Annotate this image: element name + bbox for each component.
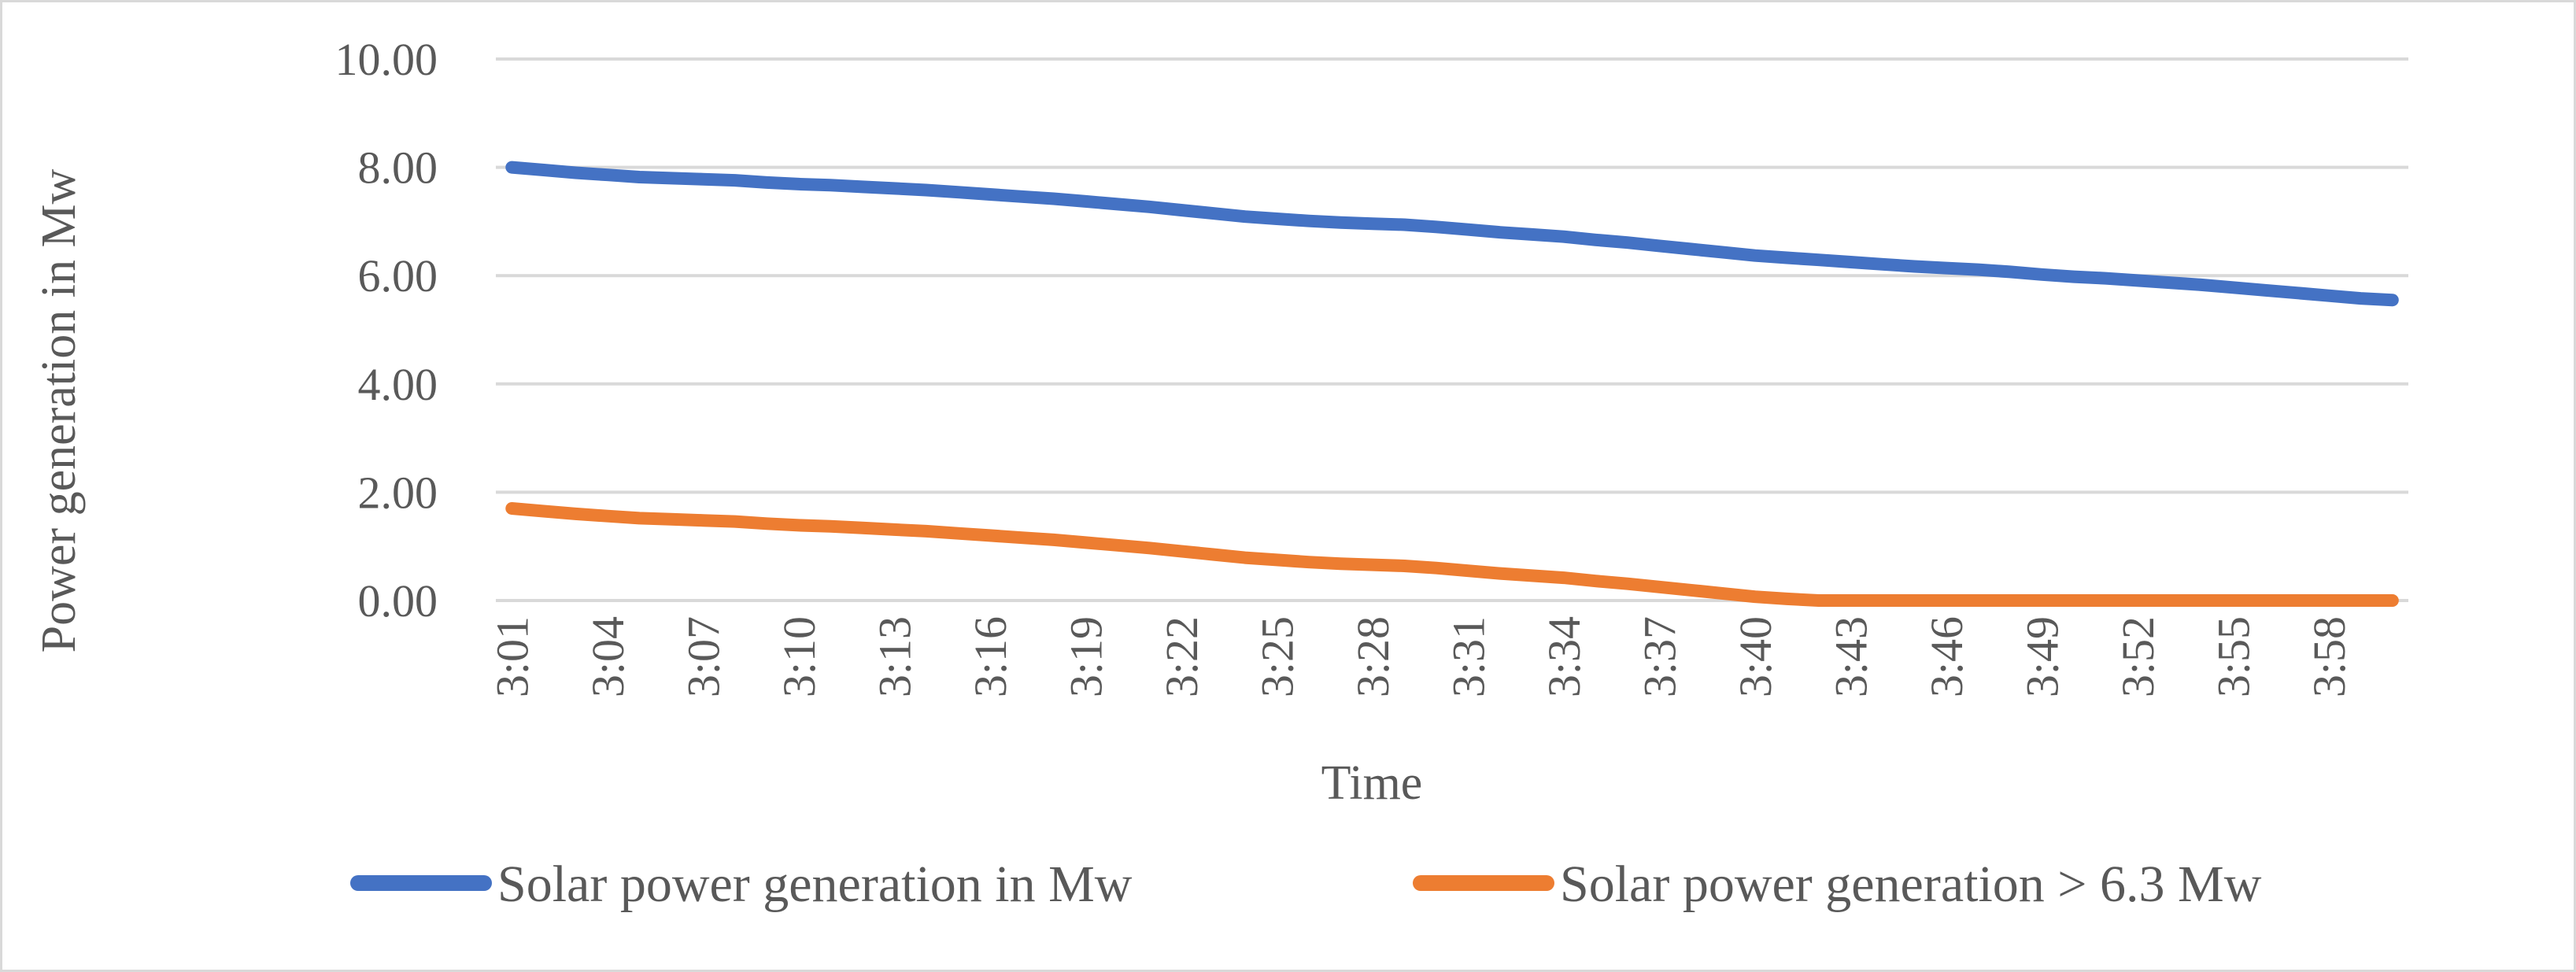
x-axis-title: Time	[1321, 756, 1423, 810]
y-tick-label: 2.00	[358, 467, 438, 518]
x-tick-label: 3:16	[965, 616, 1016, 697]
legend: Solar power generation in Mw Solar power…	[350, 856, 2262, 913]
x-tick-label: 3:31	[1443, 616, 1494, 697]
y-tick-label: 0.00	[358, 575, 438, 626]
y-tick-label: 8.00	[358, 142, 438, 194]
x-axis-ticks: 3:01 3:04 3:07 3:10 3:13 3:16 3:19 3:22 3:25 3:28…	[486, 616, 2355, 697]
x-tick-label: 3:19	[1060, 616, 1111, 697]
legend-label-series-1: Solar power generation in Mw	[497, 856, 1133, 913]
x-tick-label: 3:55	[2208, 616, 2259, 697]
x-tick-label: 3:01	[486, 616, 538, 697]
series-line-1	[505, 161, 2399, 307]
x-tick-label: 3:13	[869, 616, 920, 697]
y-tick-label: 4.00	[358, 359, 438, 410]
x-tick-label: 3:10	[774, 616, 825, 697]
x-tick-label: 3:37	[1634, 616, 1685, 697]
y-axis-ticks: 0.00 2.00 4.00 6.00 8.00 10.00	[335, 34, 438, 626]
legend-label-series-2: Solar power generation > 6.3 Mw	[1560, 856, 2262, 913]
x-tick-label: 3:58	[2304, 616, 2355, 697]
x-tick-label: 3:28	[1347, 616, 1399, 697]
x-tick-label: 3:43	[1825, 616, 1876, 697]
x-tick-label: 3:25	[1251, 616, 1303, 697]
x-tick-label: 3:22	[1156, 616, 1207, 697]
x-tick-label: 3:04	[582, 616, 634, 697]
series-line-2	[505, 502, 2399, 607]
x-tick-label: 3:46	[1921, 616, 1972, 697]
y-axis-title: Power generation in Mw	[32, 168, 86, 652]
y-tick-label: 6.00	[358, 250, 438, 301]
x-tick-label: 3:07	[678, 616, 729, 697]
x-tick-label: 3:52	[2112, 616, 2164, 697]
y-tick-label: 10.00	[335, 34, 438, 85]
x-tick-label: 3:49	[2016, 616, 2068, 697]
series-lines	[505, 161, 2399, 607]
x-tick-label: 3:34	[1539, 616, 1590, 697]
x-tick-label: 3:40	[1730, 616, 1781, 697]
